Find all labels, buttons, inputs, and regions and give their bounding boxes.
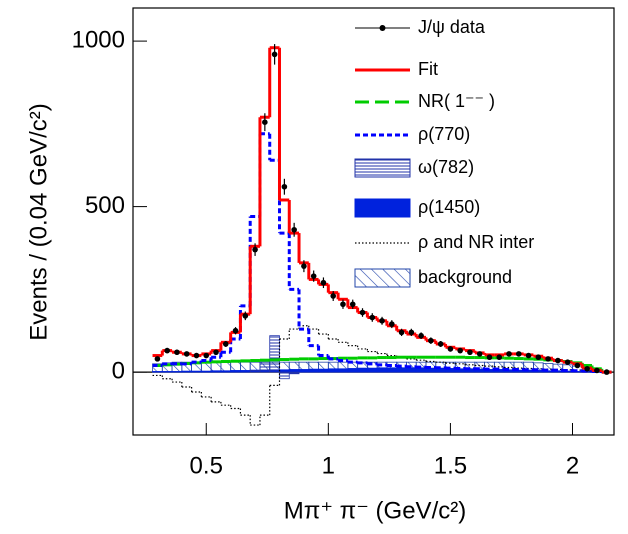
data-point [536,354,542,360]
x-tick-label: 2 [566,452,579,479]
legend-label: ρ and NR inter [418,232,534,252]
hist-bar [309,369,319,372]
legend-label: Fit [418,59,438,79]
x-tick-label: 0.5 [190,452,223,479]
hist-bar [231,370,241,372]
data-point [379,318,385,324]
legend-label: ρ(1450) [418,197,480,217]
hist-bar [348,368,358,372]
data-point [457,348,463,354]
hist-bar [387,368,397,372]
data-point [262,119,268,125]
hist-bar [406,368,416,372]
legend-swatch [355,199,410,217]
hist-bar [319,369,329,372]
data-point [477,351,483,357]
data-point [399,330,405,336]
y-tick-label: 500 [85,192,125,219]
hist-bar [240,370,250,372]
data-point [272,52,278,58]
data-point [203,353,209,359]
hist-bar [279,372,289,379]
hist-bar [299,369,309,372]
data-point [350,301,356,307]
hist-bar [221,371,231,372]
x-axis-title: Mπ⁺ π⁻ (GeV/c²) [284,497,466,524]
y-axis-title: Events / (0.04 GeV/c²) [25,103,52,340]
data-point [594,368,600,374]
data-point [604,369,610,375]
hist-bar [328,369,338,372]
hist-bar [153,371,163,372]
data-point [409,330,415,336]
x-tick-label: 1 [322,452,335,479]
hist-bar [358,368,368,372]
hist-bar [182,371,192,372]
data-point [545,356,551,362]
legend-label: NR( 1⁻⁻ ) [418,91,495,111]
x-tick-label: 1.5 [434,452,467,479]
data-point [184,351,190,357]
data-point [428,338,434,344]
data-point [418,333,424,339]
data-point [448,346,454,352]
data-point [467,349,473,355]
data-point [223,341,229,347]
data-point [155,356,161,362]
legend-marker [380,25,386,31]
hist-bar [367,368,377,372]
data-point [213,349,219,355]
hist-bar [377,368,387,372]
data-point [506,351,512,357]
hist-bar [250,370,260,372]
hist-bar [270,336,280,372]
data-point [369,315,375,321]
data-point [243,313,249,319]
data-point [496,354,502,360]
data-point [194,353,200,359]
data-point [526,353,532,359]
data-point [438,341,444,347]
data-point [282,184,288,190]
data-point [584,366,590,372]
data-point [340,301,346,307]
y-tick-label: 1000 [72,26,125,53]
data-point [301,263,307,269]
hist-bar [201,371,211,372]
data-point [555,358,561,364]
legend-label: background [418,267,512,287]
data-point [487,354,493,360]
legend-swatch [355,159,410,177]
y-tick-label: 0 [112,357,125,384]
data-point [233,328,239,334]
data-point [330,293,336,299]
data-point [565,359,571,365]
data-point [174,349,180,355]
data-point [164,348,170,354]
data-point [360,310,366,316]
legend-label: J/ψ data [418,17,486,37]
data-point [321,280,327,286]
legend-swatch [355,269,410,287]
data-point [291,227,297,233]
data-point [252,247,258,253]
hist-bar [338,369,348,372]
hist-bar [192,371,202,372]
legend-label: ω(782) [418,157,474,177]
hist-bar [260,362,270,372]
data-point [389,321,395,327]
hist-bar [172,371,182,372]
hist-bar [289,372,299,374]
legend-label: ρ(770) [418,124,470,144]
hist-bar [397,368,407,372]
data-point [575,363,581,369]
data-point [516,351,522,357]
hist-bar [162,371,172,372]
hist-bar [211,371,221,372]
data-point [311,273,317,279]
